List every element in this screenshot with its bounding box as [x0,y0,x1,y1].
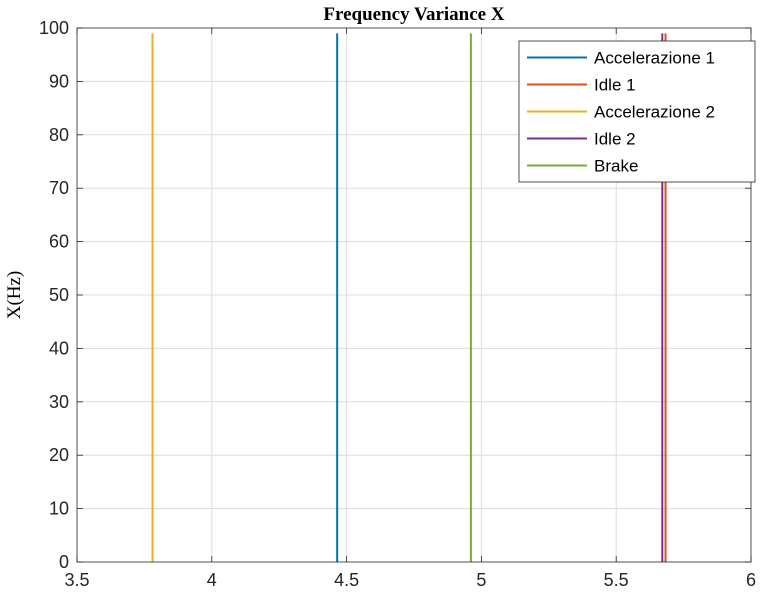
y-tick-label: 0 [59,552,69,572]
y-tick-label: 40 [49,338,69,358]
grid-lines [77,28,751,562]
legend-label-5: Brake [594,157,638,176]
legend-label-3: Accelerazione 2 [594,103,715,122]
y-tick-label: 90 [49,71,69,91]
legend-label-4: Idle 2 [594,130,636,149]
legend-label-2: Idle 1 [594,76,636,95]
y-tick-label: 10 [49,499,69,519]
x-tick-label: 5.5 [604,570,629,590]
x-tick-label: 4 [207,570,217,590]
chart-title: Frequency Variance X [323,4,504,25]
y-tick-label: 50 [49,285,69,305]
y-tick-label: 100 [39,18,69,38]
y-axis-label: X(Hz) [4,271,25,320]
y-tick-label: 70 [49,178,69,198]
x-tick-label: 4.5 [334,570,359,590]
x-tick-label: 6 [746,570,756,590]
x-tick-label: 3.5 [64,570,89,590]
y-tick-label: 60 [49,232,69,252]
legend: Accelerazione 1 Idle 1 Accelerazione 2 Idle… [518,40,756,183]
y-tick-label: 30 [49,392,69,412]
y-tick-label: 80 [49,125,69,145]
x-tick-label: 5 [476,570,486,590]
y-tick-label: 20 [49,445,69,465]
legend-label-1: Accelerazione 1 [594,49,715,68]
